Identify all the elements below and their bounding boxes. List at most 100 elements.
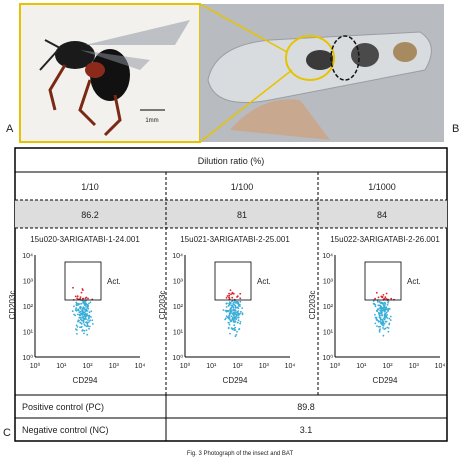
panel-label: C xyxy=(3,427,11,439)
event-dot xyxy=(383,318,386,321)
gate-label: Act. xyxy=(407,277,421,286)
event-dot xyxy=(235,314,238,316)
event-dot xyxy=(378,330,381,333)
event-dot xyxy=(86,310,89,312)
event-dot xyxy=(81,311,84,314)
event-dot xyxy=(227,327,230,330)
event-dot xyxy=(374,322,377,325)
event-dot xyxy=(380,321,382,324)
event-dot xyxy=(84,316,87,319)
x-tick-label: 10⁰ xyxy=(330,362,341,370)
event-dot xyxy=(389,319,392,321)
event-dot xyxy=(235,333,238,336)
wasp-illustration xyxy=(39,20,190,137)
event-dot xyxy=(234,335,237,338)
event-dot xyxy=(384,307,387,310)
event-dot xyxy=(85,321,87,324)
event-dot xyxy=(77,302,79,305)
event-dot xyxy=(384,308,387,311)
y-label: CD203c xyxy=(8,291,17,320)
event-dot xyxy=(380,306,382,309)
x-label: CD294 xyxy=(73,376,98,385)
event-dot xyxy=(74,309,77,311)
event-dot xyxy=(85,315,88,317)
plot-title: 15u022-3ARIGATABI-2-26.001 xyxy=(330,235,440,244)
event-dot xyxy=(387,308,390,311)
event-dot xyxy=(383,297,386,300)
event-dot xyxy=(78,314,81,316)
event-dot xyxy=(233,313,236,316)
event-dot xyxy=(388,323,391,326)
y-tick-label: 10⁴ xyxy=(322,253,333,260)
event-dot xyxy=(374,305,377,308)
gate-label: Act. xyxy=(107,277,121,286)
event-dot xyxy=(80,302,83,305)
y-tick-label: 10⁴ xyxy=(22,253,33,260)
y-tick-label: 10³ xyxy=(323,279,334,286)
event-dot xyxy=(385,320,388,323)
event-dot xyxy=(83,300,86,303)
event-dot xyxy=(378,300,381,303)
event-dot xyxy=(376,309,378,312)
event-dot xyxy=(237,321,239,324)
event-dot xyxy=(80,322,83,325)
event-dot xyxy=(81,319,83,322)
y-label: CD203c xyxy=(158,291,167,320)
event-dot xyxy=(233,321,236,323)
event-dot xyxy=(225,315,228,318)
event-dot xyxy=(237,314,240,317)
event-dot xyxy=(76,325,79,328)
event-dot xyxy=(382,304,385,306)
event-dot xyxy=(84,324,86,327)
event-dot xyxy=(240,310,242,313)
event-dot xyxy=(374,313,376,316)
event-dot xyxy=(389,315,392,318)
event-dot xyxy=(228,294,231,297)
event-dot xyxy=(383,316,386,319)
event-dot xyxy=(230,315,233,318)
event-dot xyxy=(87,319,89,321)
event-dot xyxy=(86,304,89,307)
event-dot xyxy=(237,319,240,322)
ratio-value: 81 xyxy=(237,210,247,220)
event-dot xyxy=(88,325,91,328)
gate xyxy=(214,261,252,301)
event-dot xyxy=(236,296,238,298)
event-dot xyxy=(385,316,388,318)
event-dot xyxy=(384,296,387,299)
event-dot xyxy=(84,312,86,314)
event-dot xyxy=(80,306,82,309)
event-dot xyxy=(378,316,381,319)
event-dot xyxy=(231,318,234,320)
ratio: 1/1000 xyxy=(368,182,396,192)
event-dot xyxy=(89,319,91,322)
event-dot xyxy=(229,332,231,335)
event-dot xyxy=(376,325,378,327)
event-dot xyxy=(387,301,389,304)
event-dot xyxy=(232,314,235,317)
event-dot xyxy=(79,326,81,329)
y-label: CD203c xyxy=(308,291,317,320)
event-dot xyxy=(79,311,82,313)
event-dot xyxy=(233,316,236,318)
event-dot xyxy=(239,312,242,315)
x-label: CD294 xyxy=(223,376,248,385)
event-dot xyxy=(79,318,82,321)
x-tick-label: 10³ xyxy=(259,363,270,370)
event-dot xyxy=(381,318,384,321)
event-dot xyxy=(90,316,92,318)
ratio: 1/10 xyxy=(81,182,99,192)
event-dot xyxy=(80,313,83,316)
event-dot xyxy=(381,296,384,298)
event-dot xyxy=(81,297,84,300)
event-dot xyxy=(233,318,236,320)
x-tick-label: 10⁰ xyxy=(30,362,41,370)
event-dot xyxy=(80,317,82,319)
event-dot xyxy=(385,311,388,314)
event-dot xyxy=(378,325,380,328)
event-dot xyxy=(72,286,74,289)
event-dot xyxy=(227,304,230,307)
y-tick-label: 10⁰ xyxy=(172,354,183,362)
gate xyxy=(64,261,102,301)
